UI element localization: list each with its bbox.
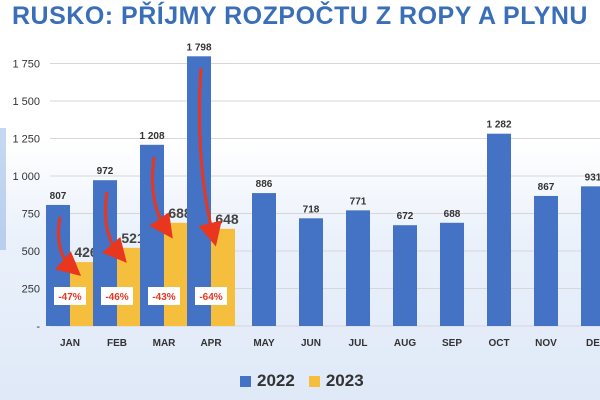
data-label-2022: 931 [585,172,600,183]
data-label-2023: 521 [121,230,145,246]
decline-box [195,287,227,305]
bar-2022-nov [534,195,558,326]
decline-arrow [198,68,222,247]
bar-2022-jun [299,218,323,326]
decline-box [101,287,133,305]
data-label-2023: 648 [215,211,239,227]
decline-arrow [55,216,82,276]
y-tick-label: - [36,321,40,333]
decline-percent: -64% [199,292,222,303]
x-tick-label: JAN [60,338,80,349]
x-tick-label: MAY [253,338,275,349]
bar-2022-dec [581,186,600,326]
legend-swatch-2023 [308,375,320,387]
chart-title: RUSKO: PŘÍJMY ROZPOČTU Z ROPY A PLYNU [12,2,588,30]
bar-2022-oct [487,133,511,326]
y-tick-label: 500 [22,246,40,258]
legend-item-2023: 2023 [308,371,364,391]
legend-label-2023: 2023 [325,371,364,390]
data-label-2022: 1 798 [186,42,211,53]
y-tick-label: 1 500 [12,96,40,108]
x-tick-label: OCT [488,338,509,349]
data-label-2022: 886 [256,179,273,190]
bar-2022-sep [440,222,464,326]
x-tick-label: NOV [535,338,557,349]
bar-2022-jul [346,210,370,326]
data-label-2022: 1 282 [486,120,511,131]
y-tick-label: 1 250 [12,134,40,146]
decline-percent: -43% [152,292,175,303]
bar-2023-apr [211,228,235,326]
x-tick-label: JUL [349,338,368,349]
bar-2023-feb [117,247,141,326]
decline-arrow [149,156,173,239]
bar-2023-mar [164,222,188,326]
y-tick-label: 750 [22,209,40,221]
data-label-2023: 688 [168,205,192,221]
legend-item-2022: 2022 [240,371,295,391]
data-label-2022: 688 [444,209,461,220]
legend-label-2022: 2022 [257,371,295,390]
data-label-2022: 807 [50,191,67,202]
y-tick-label: 1 000 [12,171,40,183]
decline-percent: -47% [58,292,81,303]
bar-2022-may [252,193,276,326]
x-tick-label: AUG [394,338,416,349]
decline-percent: -46% [105,292,128,303]
data-label-2022: 867 [538,182,555,193]
left-edge-decoration [0,128,6,250]
decline-arrow [102,191,127,263]
bar-2022-aug [393,225,417,326]
x-tick-label: SEP [442,338,462,349]
y-tick-label: 250 [22,284,40,296]
y-tick-label: 1 750 [12,59,40,71]
data-label-2022: 718 [303,204,320,215]
data-label-2022: 771 [350,196,367,207]
x-tick-label: DE [586,338,600,349]
data-label-2022: 1 208 [139,131,164,142]
x-tick-label: MAR [153,338,177,349]
decline-box [54,287,86,305]
data-label-2022: 972 [97,166,114,177]
x-tick-label: JUN [301,338,321,349]
x-tick-label: APR [200,338,222,349]
data-label-2022: 672 [397,211,414,222]
chart-legend: 2022 2023 [240,368,364,394]
x-tick-label: FEB [107,338,127,349]
decline-box [148,287,180,305]
legend-swatch-2022 [240,375,251,387]
